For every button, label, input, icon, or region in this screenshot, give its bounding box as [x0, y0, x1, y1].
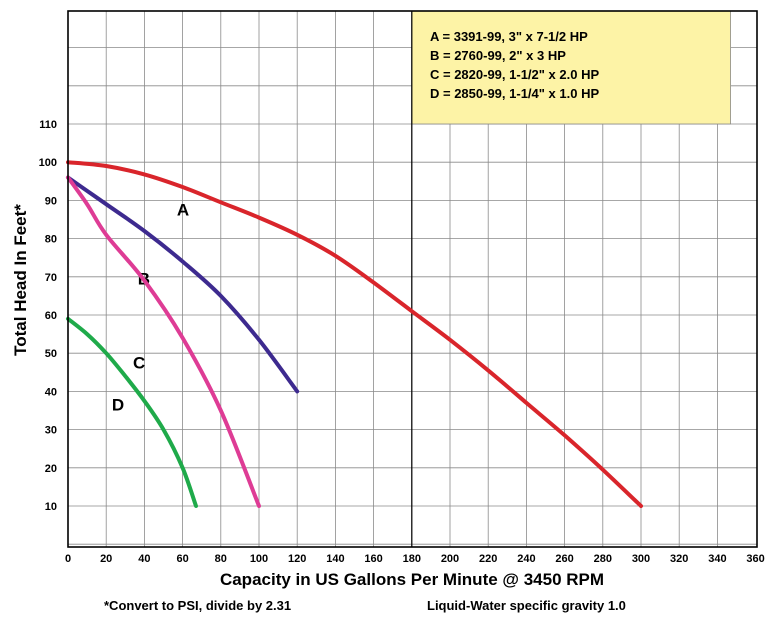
x-tick-label: 240: [517, 553, 535, 565]
plot-border: [67, 10, 758, 548]
y-tick-label: 70: [45, 272, 57, 284]
curve-b: [66, 175, 300, 394]
footnote-gravity: Liquid-Water specific gravity 1.0: [427, 598, 626, 613]
x-axis-title: Capacity in US Gallons Per Minute @ 3450…: [220, 570, 604, 589]
x-tick-label: 300: [632, 553, 650, 565]
x-tick-label: 160: [364, 553, 382, 565]
x-tick-label: 340: [708, 553, 726, 565]
x-tick-label: 260: [555, 553, 573, 565]
y-tick-label: 20: [45, 463, 57, 475]
curve-c: [66, 175, 261, 508]
curve-label-c: C: [133, 353, 145, 372]
x-tick-label: 80: [215, 553, 227, 565]
x-axis-ticks: 0 20 40 60 80 100 120 140 160 180 200 220 240 260 280 3…: [65, 553, 765, 565]
legend-entry: A = 3391-99, 3" x 7-1/2 HP: [430, 29, 588, 44]
x-tick-label: 0: [65, 553, 71, 565]
curve-label-d: D: [112, 396, 124, 415]
x-tick-label: 120: [288, 553, 306, 565]
curve-label-a: A: [177, 201, 189, 220]
legend-entry: B = 2760-99, 2" x 3 HP: [430, 48, 566, 63]
x-tick-label: 100: [250, 553, 268, 565]
x-tick-label: 200: [441, 553, 459, 565]
x-tick-label: 360: [746, 553, 764, 565]
x-tick-label: 140: [326, 553, 344, 565]
y-tick-label: 80: [45, 234, 57, 246]
x-tick-label: 60: [176, 553, 188, 565]
x-tick-label: 180: [403, 553, 421, 565]
legend-entry: C = 2820-99, 1-1/2" x 2.0 HP: [430, 67, 599, 82]
curve-d: [66, 316, 198, 508]
x-tick-label: 20: [100, 553, 112, 565]
x-tick-label: 280: [594, 553, 612, 565]
y-tick-label: 10: [45, 501, 57, 513]
y-tick-label: 100: [39, 157, 57, 169]
y-tick-label: 90: [45, 195, 57, 207]
footnote-psi: *Convert to PSI, divide by 2.31: [104, 598, 291, 613]
x-tick-label: 320: [670, 553, 688, 565]
x-tick-label: 220: [479, 553, 497, 565]
y-tick-label: 110: [39, 119, 57, 131]
y-tick-label: 50: [45, 348, 57, 360]
legend-entry: D = 2850-99, 1-1/4" x 1.0 HP: [430, 86, 599, 101]
y-tick-label: 40: [45, 386, 57, 398]
x-tick-label: 40: [138, 553, 150, 565]
y-axis-title: Total Head In Feet*: [11, 204, 30, 356]
curve-a: [66, 160, 643, 508]
y-tick-label: 30: [45, 425, 57, 437]
y-tick-label: 60: [45, 310, 57, 322]
y-axis-ticks: 10 20 30 40 50 60 70 80 90 100 110: [39, 119, 57, 513]
legend: A = 3391-99, 3" x 7-1/2 HP B = 2760-99, 2…: [430, 29, 599, 101]
